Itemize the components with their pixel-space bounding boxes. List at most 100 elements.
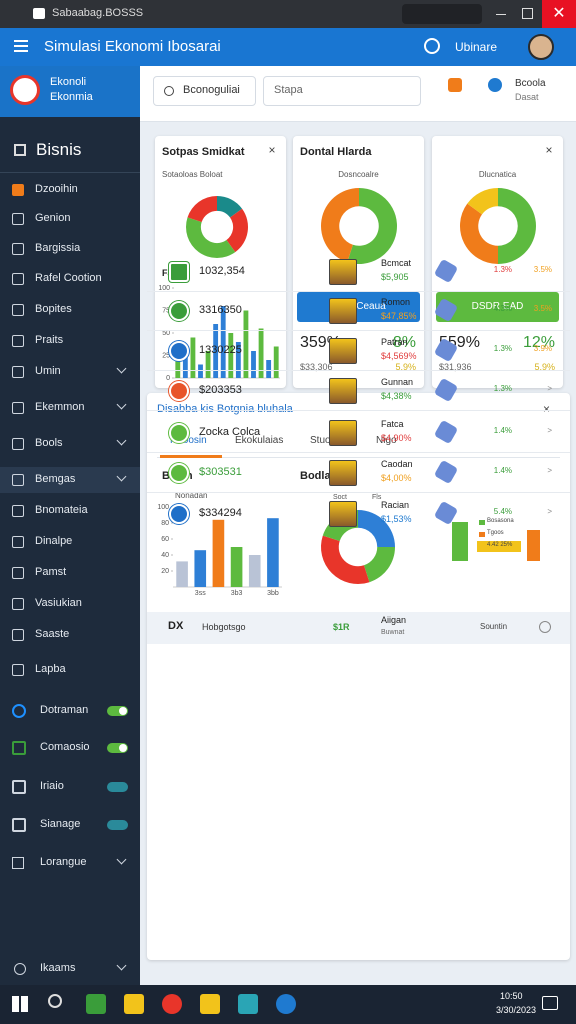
donut-slice: [186, 217, 236, 258]
taskbar-app[interactable]: [48, 994, 62, 1008]
menu-icon: [12, 402, 24, 414]
bar: [273, 346, 279, 378]
x-tick-label: 3b3: [231, 590, 243, 597]
row-percent: 1.3%: [493, 265, 512, 274]
taskbar-app[interactable]: [86, 994, 106, 1014]
product-name: Patran: [381, 337, 408, 347]
button-label[interactable]: DSDR EAD: [471, 301, 524, 312]
taskbar-app[interactable]: [124, 994, 144, 1014]
menu-icon: [12, 213, 24, 225]
menu-item[interactable]: Praits: [0, 328, 140, 354]
table-row[interactable]: Zocka Colca Fatca $4,90% 1.4% >: [147, 413, 570, 453]
input-field[interactable]: [263, 76, 421, 106]
product-price: $4,38%: [381, 391, 412, 401]
table-row[interactable]: $303531 Caodan $4,00% 1.4% >: [147, 453, 570, 493]
user-name[interactable]: Ubinare: [455, 40, 498, 54]
mini-bar-chart: [452, 522, 540, 561]
row-percent-2: >: [547, 507, 552, 516]
taskbar-app[interactable]: [238, 994, 258, 1014]
maximize-button[interactable]: [514, 0, 542, 28]
bar: [198, 364, 203, 378]
avatar[interactable]: [528, 34, 554, 60]
table-row[interactable]: $203353 Gunnan $4,38% 1.3% >: [147, 371, 570, 411]
tab-divider: [157, 457, 560, 458]
taskbar-app[interactable]: [162, 994, 182, 1014]
tab[interactable]: Rooosin: [170, 435, 207, 446]
action-button[interactable]: Mata Ceaua: [297, 292, 420, 322]
menu-item[interactable]: Dzooihin: [0, 177, 140, 203]
toggle-switch[interactable]: [107, 820, 128, 830]
toggle-switch[interactable]: [107, 706, 128, 716]
taskbar-app[interactable]: [276, 994, 296, 1014]
close-button[interactable]: ×: [543, 402, 551, 416]
toggle-switch[interactable]: [107, 743, 128, 753]
menu-item[interactable]: Lorangue: [0, 850, 140, 876]
chevron: [116, 363, 127, 374]
tab[interactable]: Ekokulaias: [235, 435, 284, 446]
menu-item[interactable]: Dinalpe: [0, 529, 140, 555]
menu-item[interactable]: Rafel Cootion: [0, 266, 140, 292]
menu-button[interactable]: [14, 40, 28, 52]
menu-item[interactable]: Bnomateia: [0, 498, 140, 524]
table-row[interactable]: 1330225 Patran $4,569% 1.3% 3.9%: [147, 331, 570, 371]
menu-label: Umin: [35, 365, 61, 377]
legend-item: 4.42 25%: [477, 541, 521, 552]
toggle-item[interactable]: Iriaio: [0, 774, 140, 800]
legend-item: Tgoos: [477, 529, 521, 540]
sidebar-heading: Bisnis: [36, 140, 82, 159]
table-row[interactable]: 1032,354 Bcmcat $5,905 1.3% 3.5%: [147, 252, 570, 292]
menu-item[interactable]: Saaste: [0, 622, 140, 648]
settings-icon[interactable]: [539, 621, 551, 633]
product-name: Racian: [381, 500, 410, 510]
close-button[interactable]: ×: [268, 143, 276, 157]
menu-item[interactable]: Genion: [0, 206, 140, 232]
tab[interactable]: Stuotias: [310, 435, 346, 446]
search-button[interactable]: [424, 38, 440, 54]
toggle-item[interactable]: Sianage: [0, 812, 140, 838]
info-icon[interactable]: [488, 78, 502, 92]
table-row[interactable]: $334294 Racian $1,53% 5.4% >: [147, 494, 570, 534]
tab[interactable]: Nigo: [376, 435, 397, 446]
product-price: $5,905: [381, 272, 409, 282]
notification-icon[interactable]: [448, 78, 462, 92]
toggle-icon: [12, 741, 26, 755]
chevron: [116, 854, 127, 865]
product-image: [329, 259, 357, 285]
taskbar-app[interactable]: [200, 994, 220, 1014]
card-title: Sotpas Smidkat: [162, 146, 245, 158]
menu-item[interactable]: Ikaams: [0, 956, 140, 982]
notification-center[interactable]: [542, 996, 558, 1010]
panel: Disabba kis Botgnia bluhala × Rooosin Ekoku…: [147, 258, 570, 960]
chevron: [116, 471, 127, 482]
menu-item[interactable]: Vasiukian: [0, 591, 140, 617]
menu-item[interactable]: Ekemmon: [0, 395, 140, 421]
minimize-button[interactable]: [488, 0, 514, 28]
card-subtitle: Sotaoloas Boloat: [162, 170, 223, 179]
toggle-switch[interactable]: [107, 782, 128, 792]
window-title: Sabaabag.BOSSS: [52, 7, 144, 19]
bar: [230, 547, 243, 587]
y-tick-label: 20: [161, 568, 169, 575]
row-id: $303531: [199, 466, 242, 478]
menu-icon: [14, 963, 26, 975]
table-row[interactable]: 3316350 Romon $47,85% 4.3% 3.5%: [147, 291, 570, 331]
menu-item[interactable]: Bools: [0, 431, 140, 457]
start-button[interactable]: [12, 996, 28, 1012]
menu-item[interactable]: Bargissia: [0, 236, 140, 262]
bar: [194, 550, 207, 587]
menu-item[interactable]: Pamst: [0, 560, 140, 586]
product-name: Romon: [381, 297, 411, 307]
menu-item[interactable]: Umin: [0, 359, 140, 385]
menu-item[interactable]: Bopites: [0, 297, 140, 323]
menu-item[interactable]: Lapba: [0, 657, 140, 683]
search-box[interactable]: [153, 76, 256, 106]
bar: [527, 530, 540, 561]
menu-label: Ikaams: [40, 962, 76, 974]
button-label[interactable]: Mata Ceaua: [331, 301, 386, 312]
toggle-item[interactable]: Dotraman: [0, 698, 140, 724]
close-button[interactable]: ×: [545, 143, 553, 157]
toggle-item[interactable]: Comaosio: [0, 735, 140, 761]
close-button[interactable]: ✕: [542, 0, 576, 28]
product-icon: [433, 297, 459, 323]
menu-item[interactable]: Bemgas: [0, 467, 140, 493]
